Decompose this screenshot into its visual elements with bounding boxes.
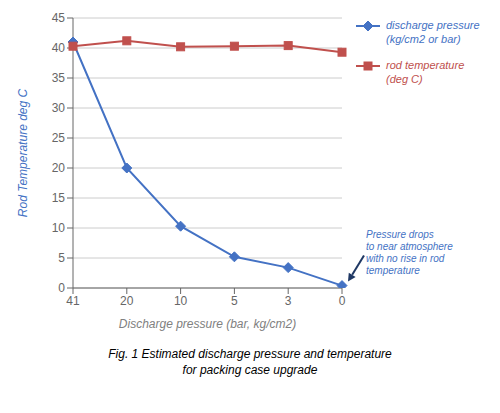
svg-text:20: 20 (120, 294, 134, 308)
html-text:discharge pressure: discharge pressure (386, 19, 480, 31)
svg-text:20: 20 (52, 161, 66, 175)
svg-text:30: 30 (52, 101, 66, 115)
svg-text:3: 3 (285, 294, 292, 308)
svg-text:10: 10 (52, 221, 66, 235)
svg-text:25: 25 (52, 131, 66, 145)
svg-text:40: 40 (52, 41, 66, 55)
svg-text:10: 10 (174, 294, 188, 308)
svg-text:5: 5 (58, 251, 65, 265)
html-text:rod temperature: rod temperature (386, 59, 465, 71)
svg-text:45: 45 (52, 11, 66, 25)
svg-text:35: 35 (52, 71, 66, 85)
html-text:for packing case upgrade: for packing case upgrade (182, 363, 318, 377)
html-text:Fig. 1 Estimated discharge pre: Fig. 1 Estimated discharge pressure and … (108, 347, 392, 361)
svg-text:41: 41 (66, 294, 80, 308)
html-text:(deg C): (deg C) (386, 73, 423, 85)
svg-text:0: 0 (58, 281, 65, 295)
html-text:(kg/cm2 or bar): (kg/cm2 or bar) (386, 33, 461, 45)
svg-text:0: 0 (339, 294, 346, 308)
svg-text:Pressure dropsto near atmosphe: Pressure dropsto near atmospherewith no … (366, 229, 453, 276)
svg-text:15: 15 (52, 191, 66, 205)
svg-text:Discharge pressure (bar, kg/cm: Discharge pressure (bar, kg/cm2) (119, 317, 296, 331)
svg-text:5: 5 (231, 294, 238, 308)
svg-text:Rod Temperature deg C: Rod Temperature deg C (16, 89, 30, 218)
